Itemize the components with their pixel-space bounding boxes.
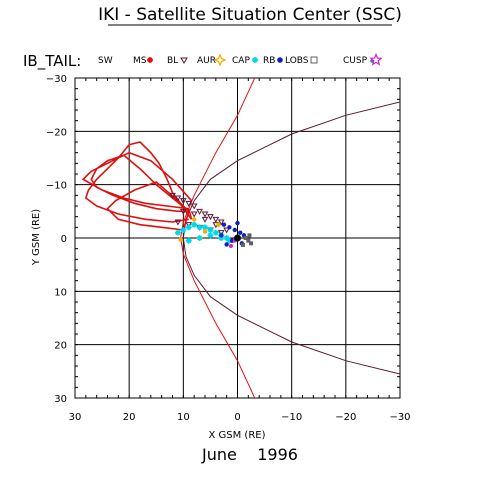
lobe-point	[240, 242, 245, 247]
bl-point	[185, 200, 193, 207]
x-tick-label: −10	[281, 412, 302, 423]
legend-symbol	[252, 57, 258, 63]
bl-point	[212, 216, 220, 223]
cap-point	[196, 235, 203, 241]
legend-label: LOBS	[285, 56, 309, 66]
y-tick-label: 30	[54, 394, 67, 405]
x-tick-label: 20	[123, 412, 136, 423]
legend-symbol	[213, 53, 227, 67]
x-tick-label: 10	[177, 412, 190, 423]
satellite-track	[81, 141, 193, 231]
cap-point	[185, 237, 192, 244]
legend-label: MS	[133, 56, 147, 66]
cap-point	[212, 229, 219, 236]
legend-item: SW	[98, 56, 113, 66]
bl-point	[223, 227, 231, 234]
aurora-point	[202, 229, 208, 234]
rb-point	[227, 225, 232, 230]
bl-point	[217, 230, 225, 237]
orbit-label: IB_TAIL:	[23, 52, 81, 71]
bl-point	[201, 216, 209, 223]
bl-point	[174, 219, 182, 226]
cap-point	[174, 229, 181, 236]
bl-point	[185, 222, 193, 229]
lobe-point	[246, 238, 251, 243]
rb-point	[235, 220, 240, 226]
rb-point	[219, 233, 224, 238]
date-label: June 1996	[201, 445, 298, 464]
cap-point	[207, 227, 214, 233]
bl-point	[174, 195, 182, 202]
cap-point	[207, 232, 214, 239]
legend-item: CAP	[232, 56, 258, 66]
bl-point	[201, 211, 209, 218]
x-tick-labels: 30 20 10 0 −10 −20 −30	[69, 412, 411, 423]
bl-point	[179, 198, 187, 205]
x-tick-label: 30	[69, 412, 82, 423]
cap-point	[191, 221, 198, 228]
legend-item: AUR	[197, 53, 227, 67]
legend-symbol	[147, 57, 153, 63]
legend-symbol	[180, 57, 188, 64]
aurora-point	[178, 237, 183, 242]
magnetopause-curve	[182, 101, 400, 375]
x-tick-label: −30	[389, 412, 410, 423]
legend-symbol	[369, 52, 383, 66]
bl-point	[190, 211, 198, 218]
x-tick-label: 0	[234, 412, 240, 423]
legend-label: AUR	[197, 56, 216, 66]
cap-point	[180, 227, 187, 233]
legend-label: RB	[263, 56, 275, 66]
y-tick-label: 0	[61, 234, 67, 245]
rb-point	[224, 242, 229, 247]
lobe-point	[249, 241, 254, 246]
legend-label: CAP	[232, 56, 250, 66]
legend-item	[369, 52, 383, 66]
x-tick-label: −20	[335, 412, 356, 423]
y-tick-labels: −30 −20 −10 0 10 20 30	[46, 74, 67, 405]
plot-area	[74, 77, 401, 399]
lobe-point	[243, 236, 248, 240]
y-tick-label: 20	[54, 341, 67, 352]
y-tick-label: −30	[46, 74, 67, 85]
y-tick-label: −20	[46, 127, 67, 138]
aurora-point	[191, 217, 197, 222]
legend-item: CUSP	[343, 56, 374, 66]
bl-point	[179, 208, 187, 215]
legend-item: RB	[263, 56, 283, 66]
rb-point	[238, 230, 243, 235]
cusp-point	[229, 244, 233, 248]
cap-point	[196, 224, 203, 231]
legend-item: LOBS	[285, 56, 318, 66]
y-tick-label: 10	[54, 287, 67, 298]
lobe-point	[247, 233, 252, 238]
legend-symbol	[310, 56, 318, 64]
bl-point	[217, 219, 225, 226]
legend-label: SW	[98, 56, 113, 66]
legend-symbol	[277, 57, 283, 63]
y-axis-label: Y GSM (RE)	[31, 209, 42, 266]
y-tick-label: −10	[46, 181, 67, 192]
rb-point	[221, 222, 227, 227]
legend-item: MS	[133, 56, 153, 66]
grid	[75, 78, 400, 398]
bl-point	[196, 208, 203, 215]
bl-point	[169, 192, 176, 199]
legend-item: BL	[167, 56, 188, 66]
legend: SW MS BL AUR CAP RB LOBS CUSP	[98, 52, 383, 67]
bl-point	[207, 214, 214, 221]
page-title: IKI - Satellite Situation Center (SSC)	[98, 5, 402, 25]
aurora-point	[216, 222, 221, 227]
curves	[81, 78, 400, 398]
cap-point	[185, 224, 192, 231]
x-axis-label: X GSM (RE)	[208, 430, 265, 441]
cap-point	[202, 224, 208, 231]
legend-label: BL	[167, 56, 178, 66]
rb-point	[232, 227, 237, 233]
earth-marker	[234, 234, 241, 242]
legend-label: CUSP	[343, 56, 368, 66]
bl-point	[190, 203, 198, 210]
